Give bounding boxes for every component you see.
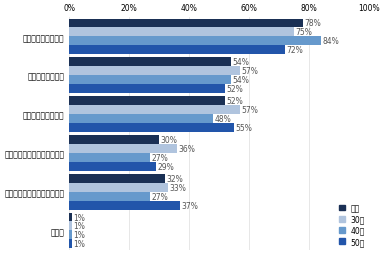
Bar (69, 135, 159, 144)
Bar (69, 213, 72, 221)
Text: 29%: 29% (157, 162, 174, 171)
Bar (69, 183, 168, 192)
Bar (69, 123, 234, 132)
Text: 72%: 72% (286, 46, 303, 55)
Text: 75%: 75% (296, 28, 313, 37)
Text: 54%: 54% (233, 76, 250, 85)
Bar (69, 144, 177, 153)
Text: 54%: 54% (233, 58, 250, 67)
Text: 1%: 1% (74, 213, 86, 222)
Text: 32%: 32% (167, 174, 183, 183)
Legend: 全体, 30代, 40代, 50代: 全体, 30代, 40代, 50代 (339, 203, 365, 246)
Bar (69, 46, 285, 55)
Bar (69, 85, 225, 94)
Text: 55%: 55% (235, 123, 252, 132)
Text: 1%: 1% (74, 240, 86, 248)
Text: 57%: 57% (242, 106, 258, 115)
Bar (69, 20, 303, 28)
Bar (69, 97, 225, 106)
Text: 52%: 52% (227, 97, 243, 106)
Text: 30%: 30% (161, 135, 177, 144)
Bar (69, 115, 213, 123)
Text: 27%: 27% (152, 153, 168, 162)
Bar (69, 240, 72, 248)
Bar (69, 231, 72, 240)
Text: 33%: 33% (170, 183, 187, 192)
Text: 84%: 84% (323, 37, 339, 46)
Text: 57%: 57% (242, 67, 258, 76)
Bar (69, 162, 156, 171)
Text: 1%: 1% (74, 221, 86, 231)
Bar (69, 76, 231, 85)
Bar (69, 201, 180, 210)
Bar (69, 58, 231, 67)
Text: 36%: 36% (179, 144, 195, 153)
Text: 27%: 27% (152, 192, 168, 201)
Text: 37%: 37% (182, 201, 199, 210)
Text: 48%: 48% (215, 115, 231, 123)
Bar (69, 174, 165, 183)
Bar (69, 153, 150, 162)
Bar (69, 106, 240, 115)
Bar (69, 221, 72, 231)
Bar (69, 37, 321, 46)
Bar (69, 67, 240, 76)
Text: 1%: 1% (74, 230, 86, 240)
Bar (69, 28, 294, 37)
Bar (69, 192, 150, 201)
Text: 78%: 78% (305, 19, 321, 28)
Text: 52%: 52% (227, 85, 243, 94)
